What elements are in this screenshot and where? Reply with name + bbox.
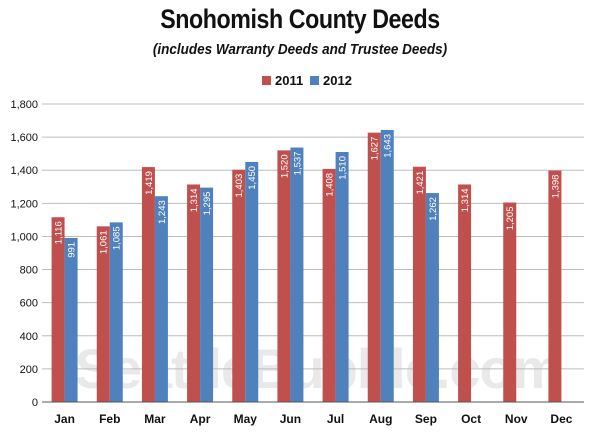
x-tick-label: Aug <box>369 412 392 426</box>
data-label: 1,116 <box>54 221 65 244</box>
data-label: 1,061 <box>99 230 110 254</box>
data-label: 1,537 <box>292 152 303 176</box>
data-label: 1,403 <box>234 174 245 198</box>
x-tick-label: Jul <box>327 412 344 426</box>
bar-2011-nov <box>503 202 517 402</box>
legend-label-2011: 2011 <box>275 73 303 88</box>
bar-2011-aug <box>367 132 381 402</box>
y-tick-label: 1,600 <box>10 132 38 144</box>
bar-2011-dec <box>548 170 562 402</box>
x-tick-label: Oct <box>461 412 481 426</box>
bar-2011-may <box>232 169 246 402</box>
y-tick-label: 400 <box>20 331 38 343</box>
data-label: 1,085 <box>112 226 123 250</box>
y-tick-label: 1,800 <box>10 99 38 111</box>
bar-2012-may <box>245 161 259 402</box>
data-label: 1,262 <box>428 197 439 221</box>
x-tick-label: Jan <box>54 412 75 426</box>
data-label: 1,643 <box>383 134 394 158</box>
x-tick-label: Mar <box>144 412 166 426</box>
x-tick-label: Feb <box>99 412 120 426</box>
x-tick-label: Sep <box>415 412 437 426</box>
x-tick-label: May <box>234 412 258 426</box>
legend-swatch-2011 <box>262 76 271 85</box>
bar-2012-aug <box>380 129 394 402</box>
y-tick-label: 200 <box>20 364 38 376</box>
data-label: 1,314 <box>460 188 471 212</box>
data-label: 991 <box>67 242 78 258</box>
legend-swatch-2012 <box>310 76 319 85</box>
data-label: 1,520 <box>279 154 290 178</box>
chart-title: Snohomish County Deeds <box>160 4 440 34</box>
y-tick-label: 600 <box>20 298 38 310</box>
x-tick-label: Dec <box>550 412 572 426</box>
bar-2011-sep <box>412 166 426 402</box>
bar-2011-feb <box>96 226 110 402</box>
bar-2011-oct <box>458 184 472 402</box>
x-tick-label: Jun <box>280 412 301 426</box>
bar-2011-apr <box>187 184 201 402</box>
data-label: 1,398 <box>550 175 561 199</box>
y-tick-label: 0 <box>32 397 38 409</box>
legend-label-2012: 2012 <box>323 73 352 88</box>
bar-2011-jul <box>322 168 336 402</box>
y-tick-label: 1,000 <box>10 231 38 243</box>
data-label: 1,421 <box>415 171 426 195</box>
x-tick-label: Apr <box>190 412 211 426</box>
data-label: 1,243 <box>157 200 168 224</box>
bar-2011-jan <box>51 217 65 402</box>
data-label: 1,510 <box>338 156 349 180</box>
bar-2012-jun <box>290 147 304 402</box>
chart-subtitle: (includes Warranty Deeds and Trustee Dee… <box>152 41 448 58</box>
bar-2011-jun <box>277 150 291 402</box>
bar-2012-feb <box>109 222 123 402</box>
data-label: 1,419 <box>144 171 155 195</box>
data-label: 1,205 <box>505 207 516 231</box>
data-label: 1,627 <box>370 137 381 161</box>
data-label: 1,408 <box>325 173 336 197</box>
bar-2012-mar <box>154 196 168 402</box>
bar-2011-mar <box>141 167 155 402</box>
y-tick-label: 1,200 <box>10 198 38 210</box>
x-tick-label: Nov <box>505 412 528 426</box>
y-tick-label: 800 <box>20 265 38 277</box>
bar-2012-apr <box>200 187 214 402</box>
bar-2012-sep <box>425 193 439 402</box>
bar-2012-jul <box>335 152 349 402</box>
bar-2012-jan <box>64 237 78 402</box>
data-label: 1,450 <box>247 166 258 190</box>
data-label: 1,314 <box>189 188 200 212</box>
data-label: 1,295 <box>202 192 213 216</box>
y-tick-label: 1,400 <box>10 165 38 177</box>
